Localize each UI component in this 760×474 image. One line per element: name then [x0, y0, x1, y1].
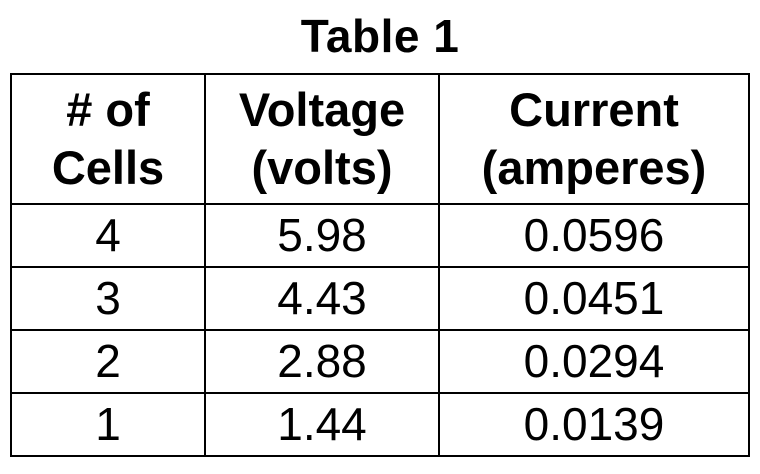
cell-voltage: 5.98	[204, 203, 440, 268]
header-current-line1: Current	[509, 83, 679, 136]
header-cells: # of Cells	[10, 73, 206, 205]
header-voltage-line2: (volts)	[251, 141, 393, 194]
table-row: 2 2.88 0.0294	[10, 329, 750, 394]
header-voltage-line1: Voltage	[238, 83, 406, 136]
cell-cells: 2	[10, 329, 206, 394]
data-table: # of Cells Voltage (volts) Current (ampe…	[10, 73, 750, 457]
cell-current: 0.0139	[438, 392, 750, 457]
table-row: 3 4.43 0.0451	[10, 266, 750, 331]
table-row: 1 1.44 0.0139	[10, 392, 750, 457]
table-title: Table 1	[300, 10, 460, 62]
cell-current: 0.0451	[438, 266, 750, 331]
header-voltage: Voltage (volts)	[204, 73, 440, 205]
cell-cells: 3	[10, 266, 206, 331]
cell-voltage: 2.88	[204, 329, 440, 394]
cell-current: 0.0596	[438, 203, 750, 268]
cell-voltage: 1.44	[204, 392, 440, 457]
cell-voltage: 4.43	[204, 266, 440, 331]
cell-cells: 4	[10, 203, 206, 268]
cell-current: 0.0294	[438, 329, 750, 394]
table-row: 4 5.98 0.0596	[10, 203, 750, 268]
header-current: Current (amperes)	[438, 73, 750, 205]
header-row: # of Cells Voltage (volts) Current (ampe…	[10, 73, 750, 205]
header-cells-line1: # of	[66, 83, 150, 136]
header-current-line2: (amperes)	[481, 141, 707, 194]
header-cells-line2: Cells	[51, 141, 165, 194]
cell-cells: 1	[10, 392, 206, 457]
